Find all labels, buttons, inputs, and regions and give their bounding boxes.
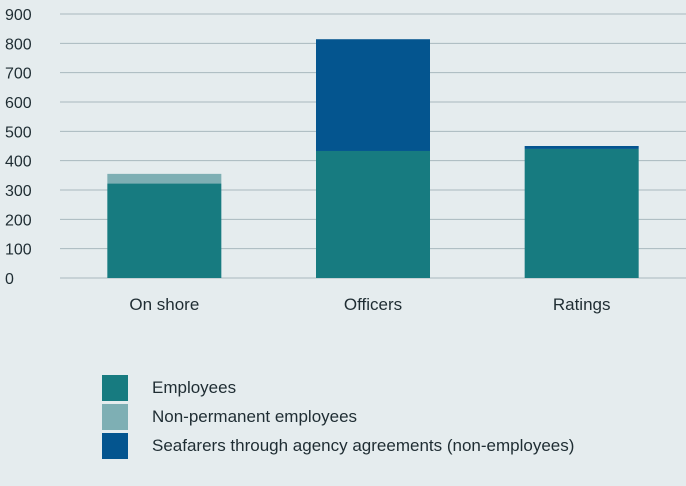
- legend-swatch-non-permanent: [102, 404, 128, 430]
- bar-officers-series-2: [316, 39, 430, 151]
- legend-item-seafarers: Seafarers through agency agreements (non…: [102, 432, 574, 460]
- bar-on-shore-series-1: [107, 173, 222, 184]
- legend-swatch-employees: [102, 375, 128, 401]
- stacked-bar-chart: 0 100 200 300 400 500 600 700 800 900 On shore Offi…: [5, 7, 686, 314]
- y-tick-label-100: 100: [5, 242, 32, 259]
- y-tick-label-0: 0: [5, 271, 14, 288]
- y-tick-label-700: 700: [5, 66, 32, 83]
- y-tick-label-600: 600: [5, 95, 32, 112]
- bar-officers-series-0: [316, 150, 430, 278]
- y-tick-label-900: 900: [5, 7, 32, 24]
- legend-label-seafarers: Seafarers through agency agreements (non…: [152, 436, 575, 455]
- x-category-label: On shore: [129, 295, 199, 314]
- bar-ratings-series-0: [524, 148, 639, 278]
- legend-label-employees: Employees: [152, 378, 237, 397]
- x-category-label: Ratings: [553, 295, 611, 314]
- y-tick-label-200: 200: [5, 212, 32, 229]
- x-category-label: Officers: [344, 295, 402, 314]
- legend-item-employees: Employees: [102, 374, 574, 402]
- y-tick-label-500: 500: [5, 124, 32, 141]
- legend-swatch-seafarers: [102, 433, 128, 459]
- legend-label-non-permanent: Non-permanent employees: [152, 407, 358, 426]
- legend: Employees Non-permanent employees Seafar…: [102, 374, 574, 461]
- y-tick-label-300: 300: [5, 183, 32, 200]
- legend-item-non-permanent: Non-permanent employees: [102, 403, 574, 431]
- y-tick-label-800: 800: [5, 36, 32, 53]
- y-tick-label-400: 400: [5, 154, 32, 171]
- bar-ratings-series-2: [524, 146, 639, 149]
- bar-on-shore-series-0: [107, 183, 222, 278]
